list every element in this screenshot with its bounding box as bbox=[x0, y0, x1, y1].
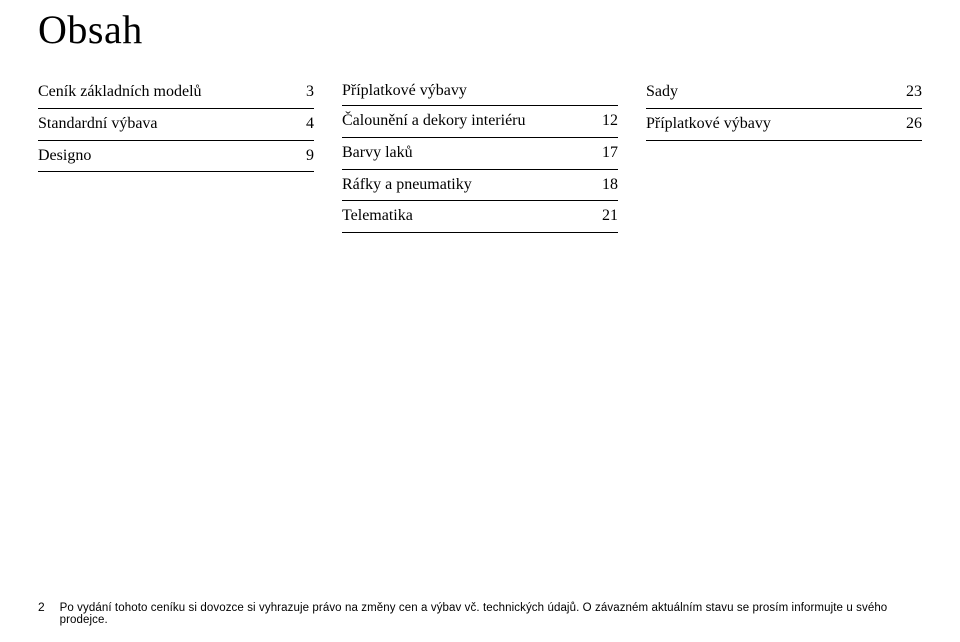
toc-columns: Ceník základních modelů 3 Standardní výb… bbox=[38, 77, 922, 233]
page-number: 2 bbox=[38, 600, 60, 614]
toc-label: Telematika bbox=[342, 206, 596, 227]
toc-label: Designo bbox=[38, 146, 292, 167]
toc-label: Barvy laků bbox=[342, 143, 596, 164]
toc-label: Příplatkové výbavy bbox=[646, 114, 900, 135]
footer-disclaimer: Po vydání tohoto ceníku si dovozce si vy… bbox=[60, 602, 922, 626]
toc-page-number: 3 bbox=[292, 82, 314, 103]
toc-label: Ráfky a pneumatiky bbox=[342, 175, 596, 196]
toc-section-header: Příplatkové výbavy bbox=[342, 77, 618, 106]
toc-page-number: 21 bbox=[596, 206, 618, 227]
toc-row: Sady 23 bbox=[646, 77, 922, 109]
toc-row: Telematika 21 bbox=[342, 201, 618, 233]
toc-page-number: 12 bbox=[596, 111, 618, 132]
toc-page-number: 17 bbox=[596, 143, 618, 164]
toc-label: Čalounění a dekory interiéru bbox=[342, 111, 596, 132]
toc-row: Standardní výbava 4 bbox=[38, 109, 314, 141]
toc-row: Ceník základních modelů 3 bbox=[38, 77, 314, 109]
toc-page-number: 23 bbox=[900, 82, 922, 103]
page-title: Obsah bbox=[38, 6, 922, 53]
toc-page-number: 26 bbox=[900, 114, 922, 135]
toc-column-3: Sady 23 Příplatkové výbavy 26 bbox=[646, 77, 922, 233]
toc-page-number: 4 bbox=[292, 114, 314, 135]
toc-row: Příplatkové výbavy 26 bbox=[646, 109, 922, 141]
toc-row: Ráfky a pneumatiky 18 bbox=[342, 170, 618, 202]
toc-column-1: Ceník základních modelů 3 Standardní výb… bbox=[38, 77, 314, 233]
toc-column-2: Příplatkové výbavy Čalounění a dekory in… bbox=[342, 77, 618, 233]
toc-label: Ceník základních modelů bbox=[38, 82, 292, 103]
toc-row: Barvy laků 17 bbox=[342, 138, 618, 170]
toc-row: Čalounění a dekory interiéru 12 bbox=[342, 106, 618, 138]
toc-row: Designo 9 bbox=[38, 141, 314, 173]
page-footer: 2 Po vydání tohoto ceníku si dovozce si … bbox=[38, 600, 922, 626]
toc-page-number: 18 bbox=[596, 175, 618, 196]
page: Obsah Ceník základních modelů 3 Standard… bbox=[0, 0, 960, 642]
toc-page-number: 9 bbox=[292, 146, 314, 167]
toc-label: Sady bbox=[646, 82, 900, 103]
toc-label: Standardní výbava bbox=[38, 114, 292, 135]
